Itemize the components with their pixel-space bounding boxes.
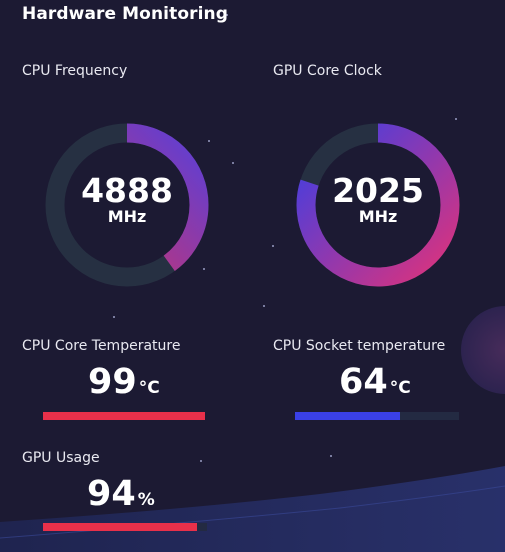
gpu-core-clock-unit: MHz — [358, 207, 398, 226]
cpu-core-temperature-readout: 99 °C — [88, 362, 160, 408]
cpu-core-temperature-label: CPU Core Temperature — [22, 338, 181, 354]
gpu-usage-readout: 94% — [87, 474, 155, 520]
gpu-usage-unit: % — [137, 490, 155, 510]
gpu-core-clock-label: GPU Core Clock — [273, 63, 382, 79]
gauge-arc — [296, 123, 460, 287]
cpu-socket-temperature-unit: °C — [389, 378, 411, 398]
cpu-core-temperature-unit: °C — [138, 378, 160, 398]
page-title: Hardware Monitoring — [22, 4, 228, 24]
cpu-socket-temperature-label: CPU Socket temperature — [273, 338, 446, 354]
cpu-core-temperature-bar — [43, 412, 205, 420]
cpu-frequency-label: CPU Frequency — [22, 63, 128, 79]
gpu-usage-label: GPU Usage — [22, 450, 100, 466]
gpu-core-clock-gauge: 2025 MHz — [296, 123, 460, 287]
cpu-core-temperature-bar-fill — [43, 412, 205, 420]
cpu-core-temperature-value: 99 — [88, 362, 137, 402]
gauge-arc — [45, 123, 209, 287]
cpu-socket-temperature-value: 64 — [339, 362, 388, 402]
cpu-frequency-unit: MHz — [107, 207, 147, 226]
cpu-socket-temperature-bar-fill — [295, 412, 400, 420]
cpu-frequency-gauge: 4888 MHz — [45, 123, 209, 287]
gpu-core-clock-value: 2025 — [332, 171, 424, 210]
gpu-usage-value: 94 — [87, 474, 136, 514]
gpu-usage-bar-fill — [43, 523, 198, 531]
cpu-socket-temperature-readout: 64 °C — [339, 362, 411, 408]
gpu-usage-bar — [43, 523, 207, 531]
cpu-socket-temperature-bar — [295, 412, 459, 420]
cpu-frequency-value: 4888 — [81, 171, 173, 210]
